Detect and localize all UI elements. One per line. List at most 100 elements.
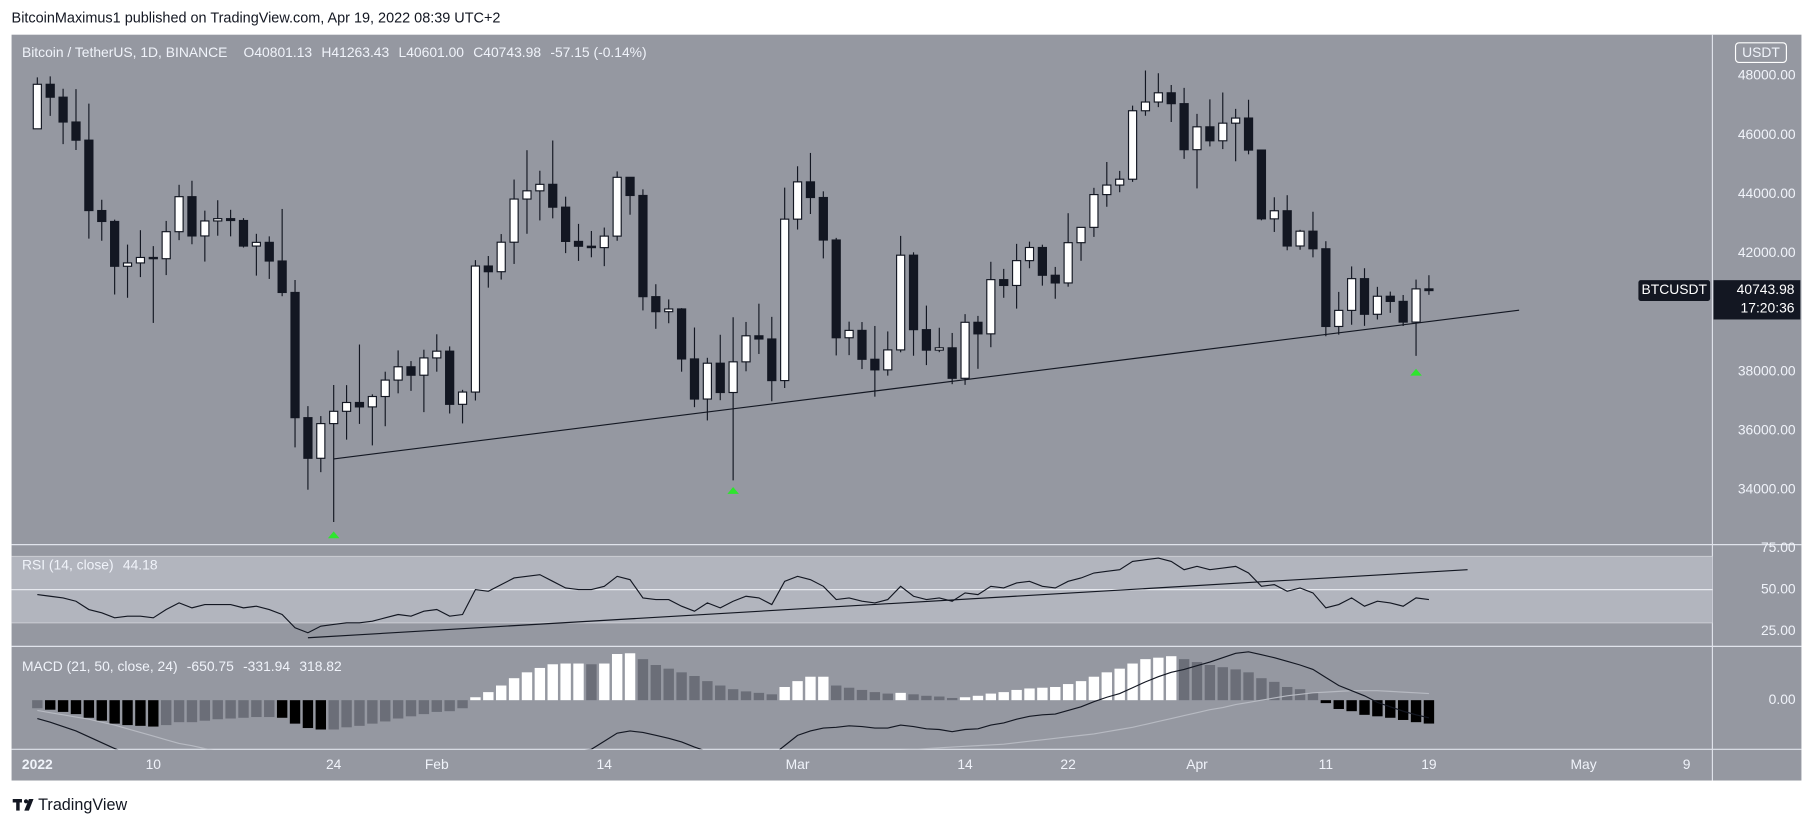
macd-histogram-bar — [740, 691, 752, 701]
price-change: -57.15 (-0.14%) — [550, 44, 646, 60]
rsi-legend: RSI (14, close) 44.18 — [22, 556, 158, 572]
candle-body — [367, 395, 377, 408]
candle-body — [986, 279, 996, 335]
macd-histogram-bar — [1088, 676, 1100, 701]
macd-line — [37, 651, 1430, 750]
macd-histogram-bar — [354, 700, 365, 726]
candle-body — [406, 366, 416, 376]
macd-histogram-bar — [1166, 656, 1177, 701]
macd-histogram-bar — [934, 696, 945, 701]
macd-histogram-bar — [495, 685, 507, 701]
macd-histogram-bar — [173, 700, 185, 723]
macd-histogram-bar — [1050, 686, 1061, 701]
candle-body — [1166, 92, 1176, 105]
macd-histogram-bar — [431, 700, 442, 712]
candle-body — [973, 321, 983, 335]
macd-histogram-bar — [534, 667, 546, 701]
candle-body — [316, 423, 326, 459]
candle-body — [1192, 126, 1202, 151]
macd-histogram-bar — [753, 692, 765, 701]
macd-histogram-bar — [1024, 688, 1035, 701]
candle-body — [805, 181, 816, 199]
x-tick-label: Feb — [425, 756, 449, 772]
candle-body — [58, 96, 68, 123]
candle-body — [728, 361, 738, 394]
macd-histogram-bar — [148, 700, 159, 727]
macd-histogram-bar — [1075, 681, 1087, 701]
macd-histogram-bar — [856, 689, 868, 701]
logo-part — [23, 799, 29, 804]
ohlc-key: O — [244, 44, 255, 60]
publisher-line: BitcoinMaximus1 published on TradingView… — [12, 10, 501, 26]
macd-histogram-bar — [843, 687, 855, 701]
candle-body — [1153, 92, 1163, 103]
macd-histogram-bar — [1114, 668, 1125, 701]
signal-line — [37, 690, 1429, 750]
macd-histogram-bar — [1217, 667, 1228, 701]
macd-histogram-bar — [96, 700, 107, 721]
macd-histogram-bar — [418, 700, 430, 715]
macd-histogram-bar — [508, 678, 520, 701]
macd-histogram-bar — [1385, 700, 1396, 718]
y-tick-label: 34000.00 — [1738, 481, 1796, 497]
macd-histogram-bar — [869, 692, 881, 701]
macd-histogram-bar — [985, 693, 997, 701]
macd-histogram-bar — [1101, 672, 1113, 701]
signal-arrow — [1410, 368, 1422, 376]
candle-body — [1063, 242, 1073, 284]
rsi-value: 44.18 — [123, 556, 158, 572]
candle-body — [896, 254, 906, 351]
rsi-trendline — [307, 569, 1468, 639]
macd-histogram-bar — [186, 700, 198, 723]
macd-histogram-bar — [599, 663, 610, 701]
candle-body — [264, 241, 274, 262]
chart-background — [11, 34, 1802, 781]
candle-body — [251, 241, 262, 247]
logo-part — [16, 799, 20, 811]
candle-body — [1424, 288, 1434, 292]
candle-body — [573, 240, 584, 247]
macd-histogram-bar — [1410, 700, 1422, 723]
macd-histogram-bar — [1346, 700, 1357, 712]
macd-histogram-bar — [921, 695, 932, 701]
candle-body — [870, 358, 880, 371]
macd-histogram-bar — [1359, 700, 1370, 715]
macd-histogram-bar — [251, 700, 262, 718]
currency-box — [1734, 42, 1787, 64]
candle-body — [689, 358, 700, 400]
macd-histogram-bar — [663, 668, 674, 701]
candle-body — [1398, 300, 1408, 323]
candle-body — [1179, 103, 1189, 151]
candle-body — [1089, 194, 1099, 228]
candle-body — [599, 235, 609, 249]
candle-body — [831, 239, 841, 339]
macd-histogram-bar — [302, 700, 314, 729]
rsi-line — [37, 557, 1430, 634]
macd-histogram-bar — [1178, 659, 1190, 701]
macd-histogram-bar — [959, 697, 971, 701]
candle-body — [71, 121, 81, 141]
macd-histogram-bar — [560, 663, 571, 701]
candle-body — [509, 198, 519, 243]
macd-histogram-bar — [160, 700, 172, 726]
candle-body — [354, 401, 365, 408]
symbol-legend: Bitcoin / TetherUS, 1D, BINANCE O40801.13… — [22, 44, 647, 60]
macd-histogram-bar — [457, 700, 468, 709]
candle-body — [110, 220, 120, 267]
candle-body — [754, 335, 764, 340]
macd-histogram-bar — [831, 685, 842, 701]
macd-histogram-bar — [521, 672, 533, 701]
macd-histogram-bar — [779, 686, 790, 701]
x-tick-label: 24 — [326, 756, 342, 772]
candle-body — [393, 366, 403, 381]
macd-histogram-bar — [1269, 681, 1280, 701]
candle-body — [97, 209, 107, 223]
macd-histogram-bar — [547, 664, 558, 701]
macd-histogram-bar — [199, 700, 211, 721]
ohlc-value: 40801.13 — [254, 44, 312, 60]
candle-body — [612, 176, 622, 237]
macd-histogram-bar — [367, 700, 378, 724]
candle-body — [638, 194, 648, 298]
x-tick-label: 9 — [1683, 756, 1691, 772]
macd-histogram-bar — [676, 672, 687, 701]
